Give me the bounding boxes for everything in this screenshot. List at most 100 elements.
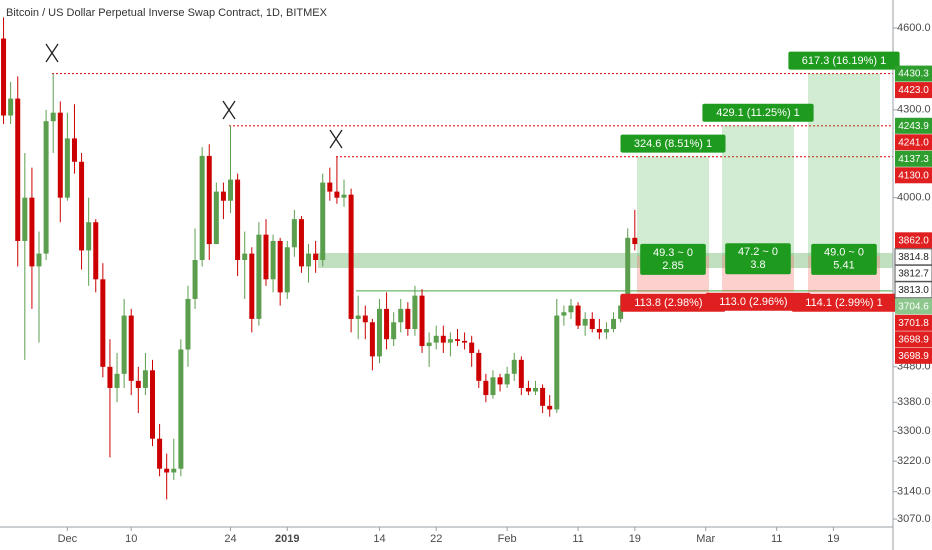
candle-body (447, 339, 453, 343)
candle-body (79, 161, 85, 251)
candle-body (540, 387, 546, 406)
ratio-label: 47.2 ~ 0 (738, 246, 778, 258)
candle-body (469, 342, 475, 353)
candle-body (277, 240, 283, 293)
candle-body (199, 155, 205, 260)
candle-body (93, 222, 99, 280)
candle-body (433, 335, 439, 343)
candle-body (298, 219, 304, 267)
candle-body (625, 237, 631, 306)
y-tick-label: 3220.0 (897, 455, 931, 467)
candle-body (398, 308, 404, 323)
price-tag-label: 4430.3 (898, 69, 929, 80)
profit-area (637, 156, 709, 256)
candle-body (213, 191, 219, 245)
candle-body (43, 121, 49, 254)
candle-body (518, 359, 524, 388)
candle-body (362, 315, 368, 323)
y-tick-label: 3380.0 (897, 396, 931, 408)
price-tag (894, 281, 932, 299)
ratio-label-bg (811, 243, 877, 275)
candle-body (29, 197, 35, 267)
price-tag-label: 3814.8 (898, 252, 929, 263)
rr-label: 3.8 (750, 259, 765, 271)
candle-body (341, 194, 347, 198)
x-tick-label: 14 (373, 533, 385, 545)
x-tick-label: 10 (125, 533, 137, 545)
candle-body (149, 370, 155, 439)
x-tick-label: Feb (498, 533, 517, 545)
candle-body (107, 366, 113, 388)
x-tick-label: 24 (224, 533, 236, 545)
ratio-label-bg (725, 243, 791, 275)
price-tag-label: 4137.3 (898, 154, 929, 165)
x-tick-label: 11 (572, 533, 583, 545)
candle-body (263, 234, 269, 280)
zone (318, 252, 893, 268)
candle-body (206, 155, 212, 245)
price-tag (895, 347, 932, 364)
candle-body (490, 377, 496, 396)
target-label-bg (702, 103, 814, 122)
candle-body (561, 312, 567, 316)
stop-label-bg (705, 292, 811, 311)
candle-body (36, 253, 42, 267)
candle-body (249, 253, 255, 319)
candle-body (171, 468, 177, 473)
price-tag (895, 331, 932, 348)
target-label: 429.1 (11.25%) 1 (716, 107, 800, 119)
y-tick-label: 4600.0 (897, 22, 931, 34)
price-tag-label: 3813.0 (898, 285, 929, 296)
chart-title: Bitcoin / US Dollar Perpetual Inverse Sw… (6, 7, 328, 19)
x-marker (329, 129, 343, 149)
stop-label: 114.1 (2.99%) 1 (805, 297, 882, 309)
candle-body (121, 315, 127, 374)
price-tag-label: 4130.0 (898, 170, 929, 181)
candle-body (369, 322, 375, 357)
price-tag-label: 4243.9 (898, 121, 929, 132)
candle-body (135, 380, 141, 388)
candle-body (405, 308, 411, 330)
candle-body (533, 387, 539, 392)
candle-body (86, 222, 92, 251)
stop-label-bg (620, 293, 726, 312)
candle-body (384, 308, 390, 340)
profit-area (722, 125, 794, 256)
candle-body (497, 377, 503, 385)
candle-body (256, 234, 262, 319)
candle-body (164, 468, 170, 473)
candle-body (476, 352, 482, 381)
price-tag-label: 3698.9 (898, 334, 929, 345)
candle-body (157, 438, 163, 469)
ratio-label-bg (640, 243, 706, 275)
candle-body (483, 380, 489, 396)
price-tag-label: 3812.7 (898, 268, 929, 279)
target-label: 324.6 (8.51%) 1 (634, 138, 712, 150)
candle-body (554, 315, 560, 410)
candle-body (547, 405, 553, 410)
candle-body (454, 339, 460, 341)
candle-body (57, 112, 63, 198)
x-markers (45, 43, 343, 149)
stop-label-bg (791, 293, 897, 312)
x-tick-label: 19 (827, 533, 839, 545)
candle-body (220, 191, 226, 201)
candle-body (114, 373, 120, 388)
price-tag-label: 3698.9 (898, 351, 929, 362)
candle-body (582, 318, 588, 326)
candle-body (327, 182, 333, 192)
y-tick-label: 4000.0 (897, 192, 931, 204)
x-marker (222, 100, 236, 120)
candle-body (142, 370, 148, 388)
candle-body (618, 305, 624, 319)
candle-body (100, 279, 106, 367)
candle-body (320, 182, 326, 260)
target-label-bg (620, 134, 726, 153)
candle-body (178, 349, 184, 469)
candle-body (611, 318, 617, 330)
candle-body (426, 342, 432, 347)
candle-body (228, 179, 234, 201)
candle-body (64, 138, 70, 198)
